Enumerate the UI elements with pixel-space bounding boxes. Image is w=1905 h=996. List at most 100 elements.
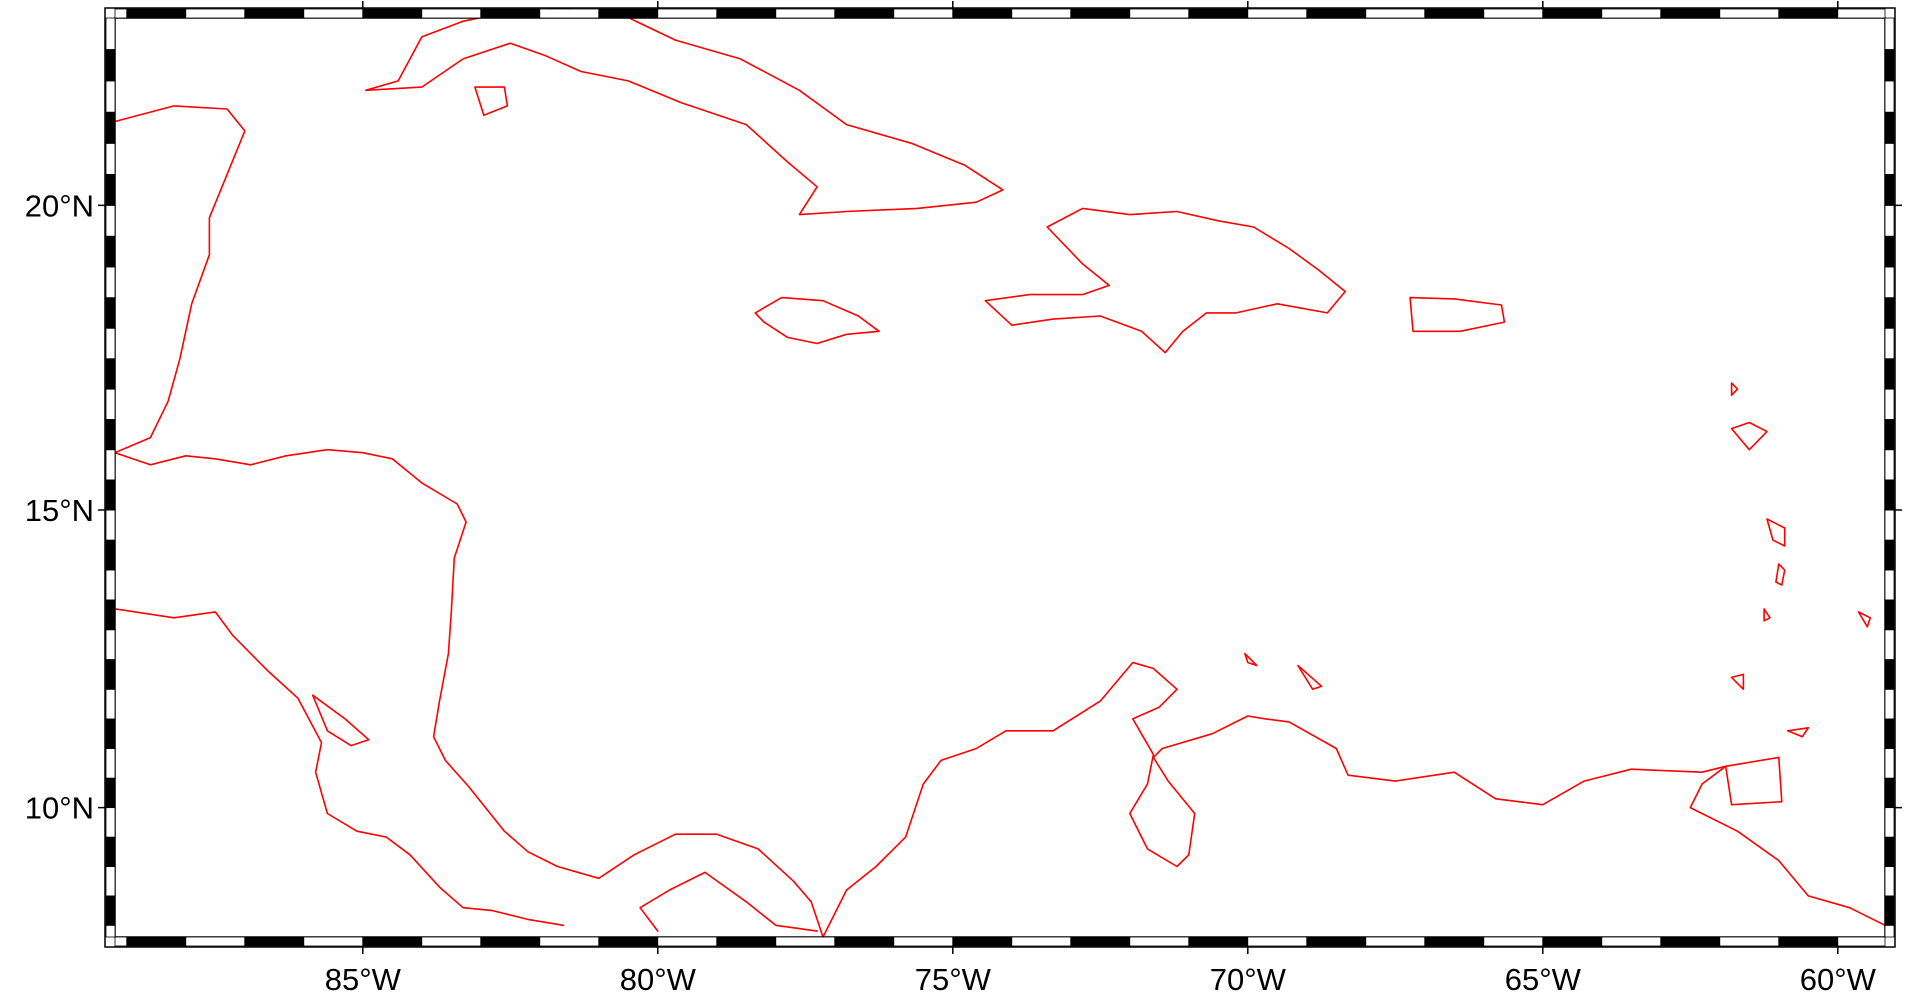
- frame-segment-right: [1884, 327, 1895, 360]
- guadeloupe-coast: [1730, 421, 1768, 451]
- yucatan-coast: [114, 105, 246, 454]
- frame-segment-top: [1011, 8, 1072, 19]
- frame-segment-bottom: [362, 936, 423, 947]
- panama-gulf-coast: [639, 871, 818, 932]
- frame-segment-bottom: [1601, 936, 1662, 947]
- frame-segment-left: [105, 358, 116, 390]
- frame-segment-right: [1884, 599, 1895, 631]
- barbados-coast: [1857, 611, 1872, 628]
- frame-segment-top: [362, 8, 423, 19]
- frame-segment-left: [105, 659, 116, 690]
- frame-segment-right: [1884, 836, 1895, 867]
- hispaniola-coast: [984, 207, 1346, 354]
- frame-segment-right: [1884, 479, 1895, 511]
- frame-segment-top: [539, 8, 600, 19]
- lon-tick-label: 65°W: [1505, 962, 1582, 996]
- frame-segment-left: [105, 539, 116, 571]
- frame-segment-bottom: [114, 936, 128, 947]
- frame-segment-right: [1884, 895, 1895, 926]
- frame-segment-top: [114, 8, 128, 19]
- frame-segment-right: [1884, 659, 1895, 690]
- frame-segment-left: [105, 479, 116, 511]
- frame-segment-left: [105, 569, 116, 601]
- frame-segment-top: [185, 8, 246, 19]
- frame-segment-right: [1884, 718, 1895, 749]
- frame-segment-bottom: [834, 936, 895, 947]
- frame-segment-top: [1601, 8, 1662, 19]
- frame-segment-top: [952, 8, 1013, 19]
- frame-segment-left: [105, 266, 116, 299]
- lat-tick-label: 20°N: [25, 188, 94, 223]
- frame-segment-top: [1247, 8, 1308, 19]
- frame-segment-left: [105, 924, 116, 938]
- frame-segment-left: [105, 17, 116, 50]
- frame-segment-bottom: [1719, 936, 1780, 947]
- st-vincent-coast: [1763, 608, 1771, 622]
- frame-segment-right: [1884, 866, 1895, 897]
- frame-segment-top: [480, 8, 541, 19]
- map-frame: [104, 7, 1896, 948]
- frame-segment-right: [1884, 777, 1895, 809]
- puerto-rico-coast: [1409, 296, 1506, 333]
- frame-segment-left: [105, 235, 116, 268]
- longitude-labels: 85°W 80°W 75°W 70°W 65°W 60°W: [325, 1, 1877, 996]
- frame-segment-top: [1365, 8, 1426, 19]
- frame-segment-bottom: [657, 936, 718, 947]
- frame-segment-left: [105, 718, 116, 749]
- coastlines: [114, 7, 1886, 938]
- frame-segment-right: [1884, 924, 1895, 938]
- latitude-labels: 10°N 15°N 20°N: [25, 188, 1902, 826]
- frame-segment-top: [126, 8, 187, 19]
- central-america-coast: [114, 448, 824, 938]
- frame-segment-right: [1884, 266, 1895, 299]
- frame-segment-right: [1884, 419, 1895, 451]
- frame-segment-top: [834, 8, 895, 19]
- frame-segment-left: [105, 777, 116, 809]
- frame-segment-top: [1542, 8, 1603, 19]
- frame-segment-right: [1884, 204, 1895, 237]
- frame-segment-bottom: [421, 936, 482, 947]
- lat-tick-label: 15°N: [25, 493, 94, 528]
- frame-segment-bottom: [1424, 936, 1485, 947]
- frame-segment-bottom: [775, 936, 836, 947]
- frame-segment-bottom: [244, 936, 305, 947]
- frame-segment-left: [105, 748, 116, 779]
- frame-segment-top: [716, 8, 777, 19]
- frame-segment-bottom: [1837, 936, 1886, 947]
- frame-segment-right: [1884, 539, 1895, 571]
- isla-juventud-coast: [474, 86, 509, 117]
- lake-nicaragua-coast: [311, 694, 370, 747]
- frame-segment-right: [1884, 509, 1895, 541]
- lon-tick-label: 85°W: [325, 962, 402, 996]
- cuba-coast: [365, 7, 1004, 216]
- frame-segment-top: [657, 8, 718, 19]
- jamaica-coast: [754, 296, 880, 345]
- frame-segment-right: [1884, 142, 1895, 175]
- frame-segment-bottom: [1365, 936, 1426, 947]
- frame-segment-right: [1884, 80, 1895, 113]
- frame-segment-bottom: [598, 936, 659, 947]
- frame-segment-bottom: [539, 936, 600, 947]
- frame-segment-bottom: [126, 936, 187, 947]
- frame-segment-bottom: [1660, 936, 1721, 947]
- frame-segment-left: [105, 142, 116, 175]
- frame-segment-bottom: [1542, 936, 1603, 947]
- frame-segment-left: [105, 419, 116, 451]
- frame-segment-left: [105, 688, 116, 720]
- frame-segment-left: [105, 449, 116, 481]
- lon-tick-label: 80°W: [620, 962, 697, 996]
- frame-segment-top: [1070, 8, 1131, 19]
- pacific-central-america-coast: [114, 608, 565, 927]
- frame-segment-right: [1884, 629, 1895, 660]
- frame-segment-top: [1719, 8, 1780, 19]
- frame-segment-right: [1884, 388, 1895, 420]
- frame-segment-left: [105, 204, 116, 237]
- frame-segment-left: [105, 807, 116, 838]
- frame-segment-right: [1884, 49, 1895, 82]
- frame-segment-top: [893, 8, 954, 19]
- frame-segment-top: [1424, 8, 1485, 19]
- frame-segment-right: [1884, 569, 1895, 601]
- frame-segment-top: [1129, 8, 1190, 19]
- frame-segment-right: [1884, 358, 1895, 390]
- frame-segment-bottom: [480, 936, 541, 947]
